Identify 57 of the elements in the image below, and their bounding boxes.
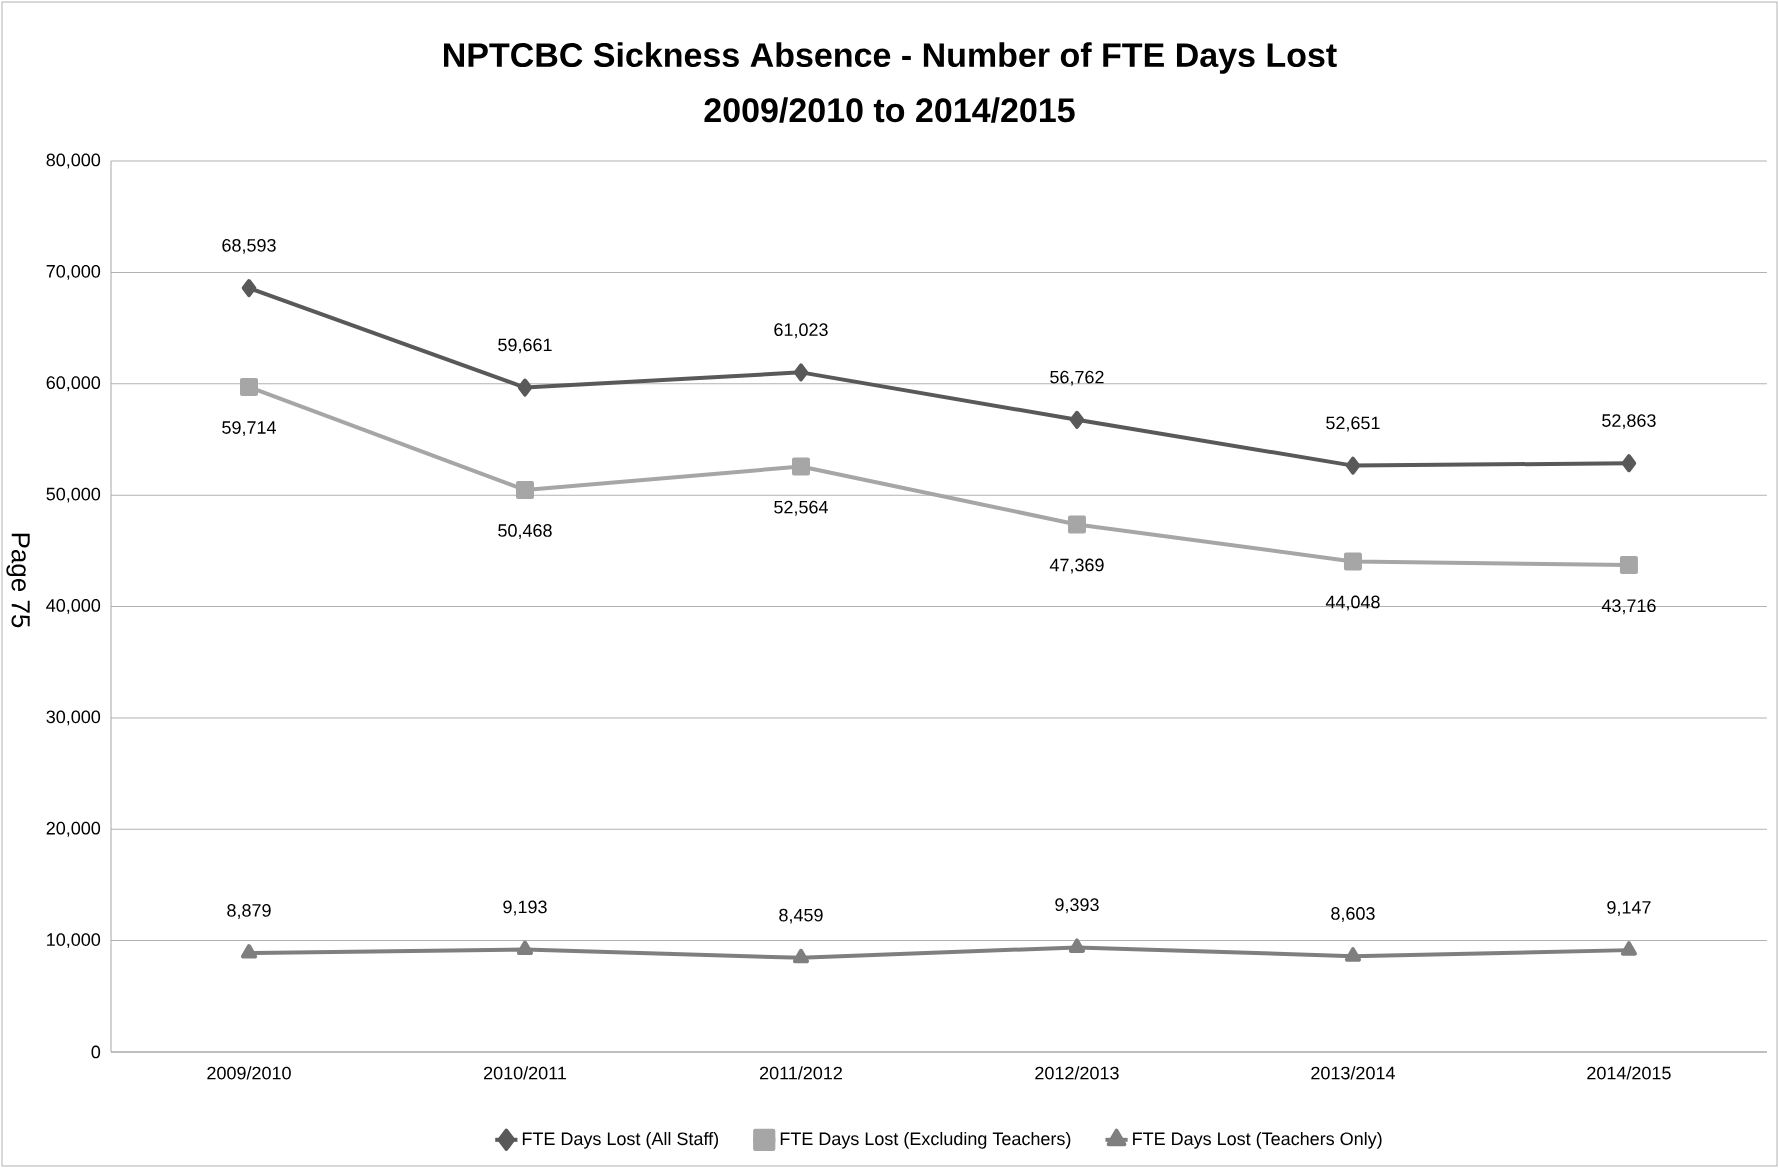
data-label: 61,023 [774,323,828,339]
data-label: 8,603 [1331,907,1375,922]
point [791,457,810,476]
point [792,948,810,964]
data-label: 59,714 [222,421,276,437]
data-label: 68,593 [222,238,276,254]
point [1068,938,1086,953]
point [515,480,534,499]
x-tick-label: 2012/2013 [1035,1066,1119,1080]
data-label: 59,661 [498,338,552,354]
y-tick-label: 60,000 [46,376,101,392]
point [240,377,258,396]
point [1620,941,1637,956]
point [516,940,534,956]
point [1067,515,1086,534]
chart-title: NPTCBC Sickness Absence - Number of FTE Days Lost [444,42,1337,74]
data-label: 52,651 [1326,416,1380,432]
x-tick-label: 2013/2014 [1311,1066,1395,1080]
x-tick-label: 2009/2010 [207,1066,291,1080]
point [793,363,809,382]
point [1621,454,1637,473]
y-tick-label: 10,000 [47,933,101,949]
data-label: 9,147 [1607,901,1651,916]
text: Page 75 [6,533,30,628]
point [1344,947,1362,962]
y-tick-label: 50,000 [46,487,101,503]
y-tick-label: 0 [91,1045,101,1059]
point [240,944,258,959]
data-label: 8,879 [227,904,271,919]
y-tick-label: 80,000 [46,153,101,169]
data-label: 52,863 [1602,414,1656,430]
legend-label: FTE Days Lost (Excluding Teachers) [780,1131,1071,1149]
point [241,279,257,298]
point [1619,556,1638,575]
data-label: 43,716 [1601,599,1656,615]
x-tick-label: 2014/2015 [1587,1066,1671,1080]
x-tick-label: 2010/2011 [484,1066,566,1080]
legend-label: FTE Days Lost (Teachers Only) [1133,1131,1382,1149]
data-label: 9,393 [1055,898,1099,914]
data-label: 44,048 [1325,595,1380,611]
point [517,378,533,397]
x-tick-label: 2011/2012 [760,1066,842,1080]
point [1343,552,1362,571]
data-label: 9,193 [503,900,547,916]
point [1069,410,1085,429]
y-tick-label: 20,000 [46,821,101,837]
legend-label: FTE Days Lost (All Staff) [522,1131,719,1149]
data-label: 8,459 [779,908,823,924]
data-label: 52,564 [774,500,828,516]
data-label: 50,468 [498,524,552,539]
data-label: 56,762 [1050,370,1104,386]
point [1345,456,1361,475]
y-tick-label: 40,000 [46,599,101,614]
y-tick-label: 70,000 [46,264,101,280]
chart-subtitle: 2009/2010 to 2014/2015 [704,97,1075,123]
y-tick-label: 30,000 [46,710,101,726]
data-label: 47,369 [1049,558,1104,574]
